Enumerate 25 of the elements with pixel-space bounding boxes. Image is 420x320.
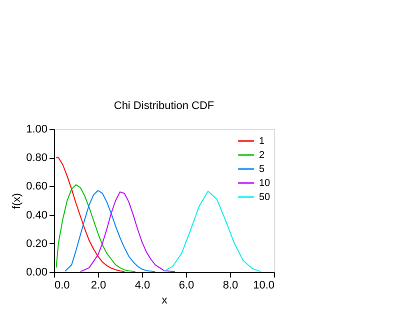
line-series <box>56 184 136 272</box>
legend-label: 1 <box>259 136 265 147</box>
line-series <box>56 157 125 272</box>
x-tick-label: 4.0 <box>134 280 150 292</box>
y-tick-label: 0.00 <box>26 266 48 278</box>
x-tick-label: 0.0 <box>54 280 70 292</box>
legend-label: 10 <box>259 178 271 189</box>
y-tick-label: 0.40 <box>26 209 48 222</box>
line-series <box>64 190 156 272</box>
legend-label: 2 <box>259 150 265 161</box>
x-tick-label: 2.0 <box>90 280 106 292</box>
y-axis-title: f(x) <box>11 193 24 209</box>
y-tick-label: 0.80 <box>26 152 48 164</box>
y-tick-label: 1.00 <box>26 124 48 136</box>
line-series <box>164 190 262 272</box>
x-axis-title: x <box>162 294 168 306</box>
y-tick-label: 0.20 <box>26 238 48 250</box>
legend-label: 5 <box>259 164 265 175</box>
y-tick-label: 0.60 <box>26 180 48 193</box>
chart-title: Chi Distribution CDF <box>114 100 214 112</box>
line-series <box>80 191 176 272</box>
x-tick-label: 8.0 <box>222 280 238 292</box>
x-tick-label: 10.0 <box>253 280 274 292</box>
x-tick-label: 6.0 <box>178 280 194 292</box>
legend-label: 50 <box>259 192 271 203</box>
